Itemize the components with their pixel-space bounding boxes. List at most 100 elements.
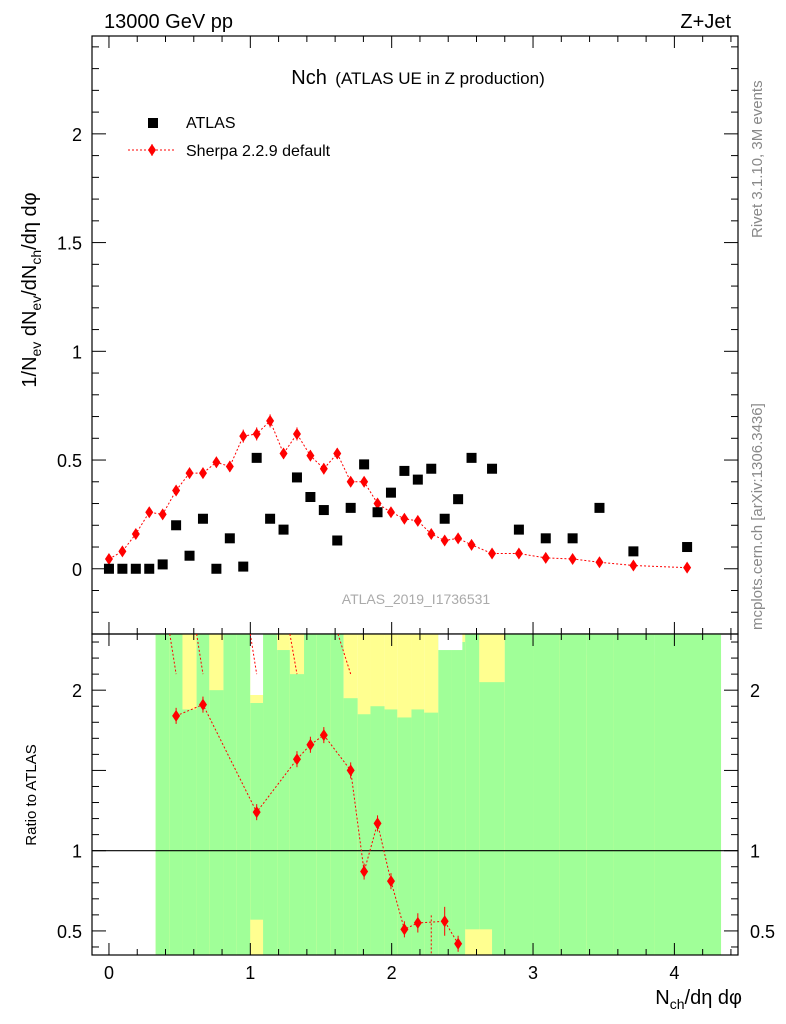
sherpa-point [488, 547, 497, 560]
sherpa-point [427, 527, 436, 540]
ratio-line-offscale [289, 633, 298, 675]
ratio-band-green [384, 709, 398, 955]
ratio-point [252, 806, 261, 819]
ratio-band-green [397, 717, 412, 955]
sherpa-point [400, 512, 409, 525]
atlas-point [144, 563, 155, 574]
y-tick-label: 0.5 [57, 451, 82, 471]
ratio-band-yellow-base [250, 953, 264, 955]
x-tick-label: 2 [387, 963, 397, 983]
header-right-label: Z+Jet [680, 11, 731, 33]
sherpa-point [131, 527, 140, 540]
ratio-band-green [330, 634, 344, 955]
atlas-point [291, 472, 302, 483]
ratio-band-green [559, 634, 587, 955]
ratio-band-green [223, 634, 237, 955]
sherpa-point [252, 427, 261, 440]
ratio-band-green [182, 709, 197, 955]
atlas-point [318, 505, 329, 516]
ratio-point [454, 937, 463, 950]
ratio-y-tick-label-right: 1 [750, 842, 760, 862]
y-tick-label: 2 [72, 125, 82, 145]
ratio-y-tick-label: 2 [72, 681, 82, 701]
ratio-band-green [196, 634, 210, 955]
rivet-side-label: Rivet 3.1.10, 3M events [749, 80, 766, 238]
atlas-point [682, 542, 693, 553]
atlas-point [359, 459, 370, 470]
sherpa-point [333, 447, 342, 460]
sherpa-point [541, 551, 550, 564]
main-title-sub: (ATLAS UE in Z production) [335, 69, 544, 88]
sherpa-point [225, 460, 234, 473]
ratio-band-green [504, 634, 534, 955]
ratio-band-green [451, 642, 466, 955]
ratio-band-green [263, 634, 278, 955]
sherpa-point [595, 556, 604, 569]
sherpa-point [346, 475, 355, 488]
ratio-line-offscale [249, 633, 258, 675]
ratio-band-yellow-base [465, 953, 493, 955]
sherpa-point [373, 497, 382, 510]
main-title: Nch (ATLAS UE in Z production) [291, 67, 544, 89]
sherpa-point [319, 462, 328, 475]
ratio-band-green [357, 714, 371, 955]
ratio-band-gap [250, 634, 264, 695]
x-tick-label: 3 [528, 963, 538, 983]
atlas-point [251, 452, 262, 463]
ratio-band-green [277, 650, 290, 955]
ratio-band-green [465, 634, 480, 955]
atlas-point [117, 563, 128, 574]
y-tick-label: 1 [72, 342, 82, 362]
atlas-point [487, 463, 498, 474]
sherpa-point [629, 559, 638, 572]
analysis-id-label: ATLAS_2019_I1736531 [342, 591, 491, 607]
legend-sherpa-marker [148, 144, 156, 156]
ratio-y-tick-label: 1 [72, 842, 82, 862]
ratio-band-gap [438, 634, 463, 651]
sherpa-point [514, 547, 523, 560]
sherpa-line [108, 420, 688, 569]
header-left-label: 13000 GeV pp [104, 11, 233, 33]
sherpa-point [386, 506, 395, 519]
ratio-point [319, 729, 328, 742]
ratio-point [306, 738, 315, 751]
ratio-x-axis-label: Nch/dη dφ [655, 987, 742, 1012]
ratio-point [198, 698, 207, 711]
atlas-point [426, 463, 437, 474]
sherpa-point [279, 447, 288, 460]
sherpa-point [198, 467, 207, 480]
atlas-point [453, 494, 464, 505]
ratio-band-yellow-low [250, 919, 264, 955]
atlas-point [238, 561, 249, 572]
atlas-point [157, 559, 168, 570]
ratio-y-axis-label: Ratio to ATLAS [23, 744, 40, 845]
ratio-band-green [250, 703, 264, 955]
ratio-band-green [654, 634, 722, 955]
ratio-band-green [155, 634, 170, 955]
atlas-point [594, 502, 605, 513]
ratio-line-offscale [169, 633, 177, 675]
atlas-point [399, 465, 410, 476]
ratio-band-green [613, 634, 655, 955]
x-tick-label: 0 [104, 963, 114, 983]
ratio-band-green [479, 682, 505, 955]
atlas-point [103, 563, 114, 574]
atlas-point [439, 513, 450, 524]
atlas-point [540, 533, 551, 544]
ratio-band-green [289, 674, 305, 955]
ratio-band-green [586, 634, 614, 955]
ratio-plot-frame [91, 633, 739, 956]
atlas-point [385, 487, 396, 498]
ratio-band-green [343, 698, 358, 955]
ratio-band-green [411, 709, 425, 955]
ratio-line-offscale [337, 633, 352, 675]
atlas-point [171, 520, 182, 531]
sherpa-point [467, 538, 476, 551]
ratio-band-green [209, 690, 224, 955]
ratio-point [373, 817, 382, 830]
ratio-line-offscale [196, 633, 204, 675]
legend-atlas-marker [148, 118, 158, 128]
sherpa-point [306, 449, 315, 462]
legend: ATLAS Sherpa 2.2.9 default [128, 115, 331, 160]
sherpa-point [212, 456, 221, 469]
